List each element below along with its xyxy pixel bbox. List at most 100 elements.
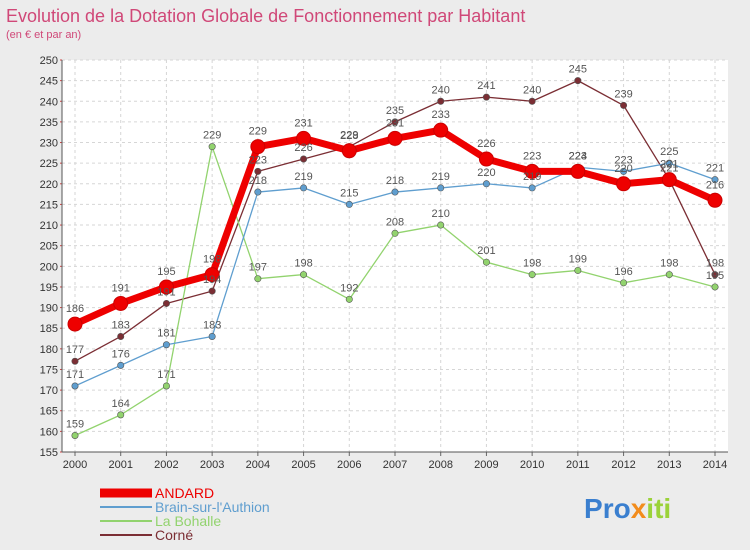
data-point-brain-sur-l-authion	[391, 188, 399, 196]
data-point-corn	[437, 97, 445, 105]
x-tick-label: 2003	[200, 459, 224, 471]
data-point-brain-sur-l-authion	[437, 184, 445, 192]
legend-entry: ANDARD	[155, 485, 214, 501]
data-label: 171	[66, 369, 84, 381]
data-label: 240	[523, 84, 541, 96]
axes	[60, 59, 728, 456]
data-label: 233	[432, 109, 450, 121]
x-tick-label: 2008	[428, 459, 452, 471]
x-tick-label: 2005	[291, 459, 315, 471]
data-point-la-bohalle	[71, 431, 79, 439]
data-label: 223	[614, 154, 632, 166]
data-label: 183	[112, 319, 130, 331]
data-label: 191	[157, 286, 175, 298]
data-point-brain-sur-l-authion	[345, 200, 353, 208]
x-tick-label: 2000	[63, 459, 87, 471]
data-label: 226	[294, 142, 312, 154]
y-axis-ticks: 155 160 165 170 175 180 185 190 195 200 205 210 215 2…	[40, 55, 58, 459]
data-point-andard	[158, 279, 174, 295]
data-label: 225	[660, 146, 678, 158]
data-point-andard	[707, 192, 723, 208]
data-label: 219	[523, 171, 541, 183]
data-point-andard	[204, 267, 220, 283]
data-point-la-bohalle	[665, 271, 673, 279]
data-label: 219	[432, 171, 450, 183]
x-tick-label: 2012	[611, 459, 635, 471]
legend-entry: Corné	[155, 527, 193, 543]
data-label: 198	[523, 258, 541, 270]
x-axis-ticks: 2000 2001 2002 2003 2004 2005 2006 2007 2008 2009…	[63, 459, 727, 471]
data-label: 229	[203, 130, 221, 142]
data-label: 198	[203, 254, 221, 266]
data-label: 199	[569, 253, 587, 265]
data-label: 201	[477, 245, 495, 257]
y-tick-label: 185	[40, 323, 58, 335]
brand-letter: i	[646, 493, 654, 524]
brand-letter: P	[584, 493, 603, 524]
data-point-brain-sur-l-authion	[620, 167, 628, 175]
data-label: 216	[706, 179, 724, 191]
chart-subtitle: (en € et par an)	[6, 29, 81, 41]
data-label: 195	[157, 266, 175, 278]
data-label: 220	[614, 163, 632, 175]
data-label: 196	[614, 266, 632, 278]
y-tick-label: 235	[40, 117, 58, 129]
series-layer	[67, 77, 723, 439]
data-point-la-bohalle	[300, 271, 308, 279]
data-point-corn	[391, 118, 399, 126]
brand-letter: o	[614, 493, 631, 524]
data-point-corn	[482, 93, 490, 101]
y-tick-label: 160	[40, 426, 58, 438]
data-point-corn	[254, 167, 262, 175]
data-point-andard	[387, 130, 403, 146]
data-point-brain-sur-l-authion	[117, 361, 125, 369]
y-tick-label: 180	[40, 344, 58, 356]
brand-letter: x	[631, 493, 647, 524]
data-label: 159	[66, 418, 84, 430]
data-label: 221	[706, 163, 724, 175]
data-point-la-bohalle	[437, 221, 445, 229]
data-point-la-bohalle	[528, 271, 536, 279]
y-tick-label: 220	[40, 179, 58, 191]
y-tick-label: 250	[40, 55, 58, 67]
data-point-andard	[250, 139, 266, 155]
data-label: 183	[203, 319, 221, 331]
legend-entry: Brain-sur-l'Authion	[155, 499, 270, 515]
data-label: 239	[614, 88, 632, 100]
data-point-brain-sur-l-authion	[528, 184, 536, 192]
data-point-corn	[208, 287, 216, 295]
data-label: 221	[660, 163, 678, 175]
data-label: 198	[660, 258, 678, 270]
data-label: 223	[523, 150, 541, 162]
data-point-andard	[524, 163, 540, 179]
data-label: 191	[112, 282, 130, 294]
y-tick-label: 195	[40, 282, 58, 294]
data-point-corn	[162, 299, 170, 307]
data-label: 198	[294, 258, 312, 270]
data-label: 198	[706, 258, 724, 270]
data-point-andard	[341, 143, 357, 159]
data-label: 226	[477, 138, 495, 150]
y-tick-label: 200	[40, 261, 58, 273]
data-point-corn	[620, 101, 628, 109]
data-point-andard	[113, 295, 129, 311]
data-label: 220	[477, 167, 495, 179]
data-point-la-bohalle	[620, 279, 628, 287]
data-label: 223	[569, 150, 587, 162]
x-tick-label: 2011	[566, 459, 590, 471]
data-point-la-bohalle	[574, 266, 582, 274]
data-label: 221	[660, 159, 678, 171]
data-label: 218	[386, 175, 404, 187]
data-label: 223	[249, 154, 267, 166]
data-label: 231	[294, 117, 312, 129]
data-point-andard	[616, 176, 632, 192]
data-label: 176	[112, 348, 130, 360]
x-tick-label: 2009	[474, 459, 498, 471]
data-label: 228	[340, 130, 358, 142]
data-point-la-bohalle	[162, 382, 170, 390]
data-point-la-bohalle	[208, 143, 216, 151]
